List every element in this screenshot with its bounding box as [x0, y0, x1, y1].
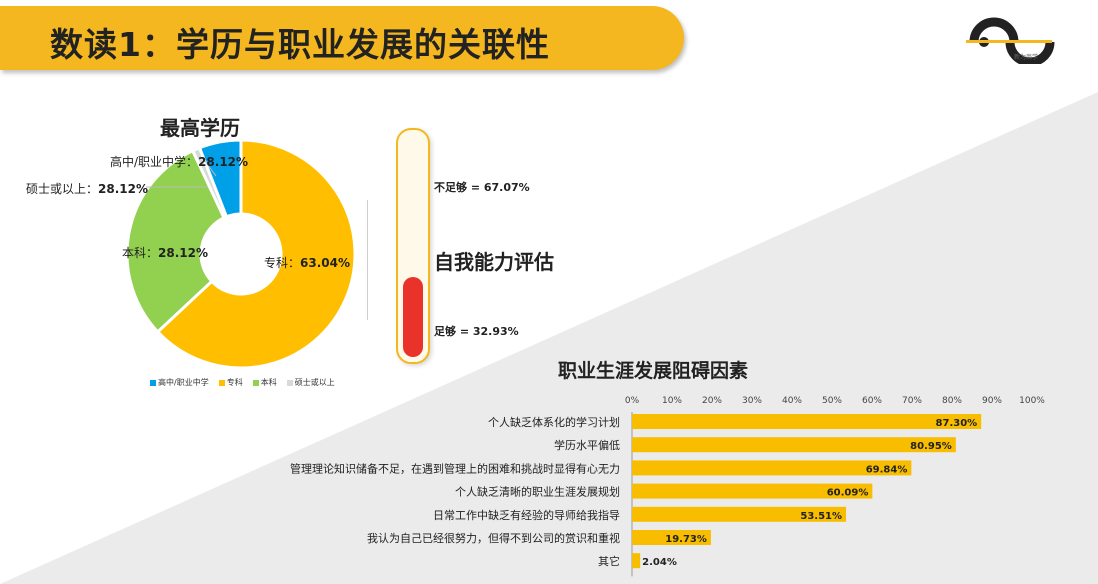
- x-tick-label: 30%: [742, 396, 762, 406]
- x-tick-label: 0%: [625, 396, 640, 406]
- bar: [632, 414, 982, 429]
- bar-value-label: 87.30%: [936, 418, 978, 429]
- x-tick-label: 20%: [702, 396, 722, 406]
- label-sufficient: 足够 = 32.93%: [434, 325, 519, 338]
- legend-item: 本科: [252, 377, 277, 388]
- category-label: 个人缺乏清晰的职业生涯发展规划: [455, 485, 620, 499]
- category-label: 管理理论知识储备不足，在遇到管理上的困难和挑战时显得有心无力: [290, 461, 620, 475]
- pie-label-college: 专科：63.04%: [264, 256, 351, 270]
- legend-label: 硕士或以上: [294, 378, 335, 387]
- category-label: 其它: [598, 554, 620, 568]
- legend-label: 高中/职业中学: [158, 378, 209, 387]
- pie-slice-master: [190, 145, 229, 220]
- x-tick-label: 60%: [862, 396, 882, 406]
- category-label: 日常工作中缺乏有经验的导师给我指导: [433, 508, 620, 522]
- title-bar: 数读1：学历与职业发展的关联性: [0, 6, 684, 70]
- pie-title: 最高学历: [160, 116, 240, 140]
- legend-swatch: [252, 379, 259, 386]
- bar-value-label: 53.51%: [800, 511, 842, 522]
- self-assessment-title: 自我能力评估: [434, 250, 554, 274]
- x-tick-label: 100%: [1019, 396, 1045, 406]
- legend-item: 高中/职业中学: [150, 377, 209, 388]
- bar-value-label: 19.73%: [665, 534, 707, 545]
- legend-swatch: [150, 379, 156, 386]
- x-tick-label: 70%: [902, 396, 922, 406]
- page-title: 数读1：学历与职业发展的关联性: [50, 25, 550, 64]
- pie-label-master: 硕士或以上：28.12%: [26, 182, 149, 196]
- x-tick-label: 80%: [942, 396, 962, 406]
- logo-text: 新为商学: [1014, 54, 1039, 61]
- legend-swatch: [218, 379, 225, 386]
- bar: [632, 553, 641, 569]
- legend-swatch: [286, 379, 293, 386]
- x-tick-label: 90%: [982, 396, 1002, 406]
- bar: [632, 483, 873, 499]
- legend-label: 本科: [260, 378, 277, 387]
- pie-leader-line: [204, 160, 217, 177]
- legend-item: 硕士或以上: [286, 377, 335, 388]
- bar: [632, 530, 711, 545]
- legend-item: 专科: [218, 377, 243, 388]
- bar-value-label: 80.95%: [910, 441, 952, 452]
- bar: [632, 437, 956, 453]
- category-label: 学历水平偏低: [554, 438, 620, 452]
- bar-value-label: 60.09%: [827, 488, 869, 499]
- thermometer-fill-sufficient: [403, 277, 423, 357]
- label-insufficient: 不足够 = 67.07%: [434, 181, 530, 194]
- category-label: 个人缺乏体系化的学习计划: [488, 415, 620, 429]
- x-tick-label: 40%: [782, 396, 802, 406]
- bar-chart-title: 职业生涯发展阻碍因素: [558, 360, 749, 382]
- self-assessment-thermometer: [396, 128, 430, 364]
- bar: [632, 460, 912, 476]
- divider-line: [367, 200, 368, 320]
- pie-slice-college: [155, 138, 357, 370]
- legend-label: 专科: [226, 378, 243, 387]
- pie-slice-bachelor: [125, 148, 227, 334]
- pie-label-bachelor: 本科：28.12%: [122, 246, 209, 260]
- x-tick-label: 50%: [822, 396, 842, 406]
- bar-value-label: 69.84%: [866, 464, 908, 475]
- brand-logo: [966, 17, 1055, 64]
- pie-label-highschool: 高中/职业中学：28.12%: [110, 155, 249, 169]
- pie-legend: 高中/职业中学 专科 本科 硕士或以上: [150, 377, 335, 388]
- bar: [632, 506, 847, 522]
- bar-value-label: 2.04%: [642, 557, 677, 568]
- category-label: 我认为自己已经很努力，但得不到公司的赏识和重视: [367, 531, 620, 545]
- x-tick-label: 10%: [662, 396, 682, 406]
